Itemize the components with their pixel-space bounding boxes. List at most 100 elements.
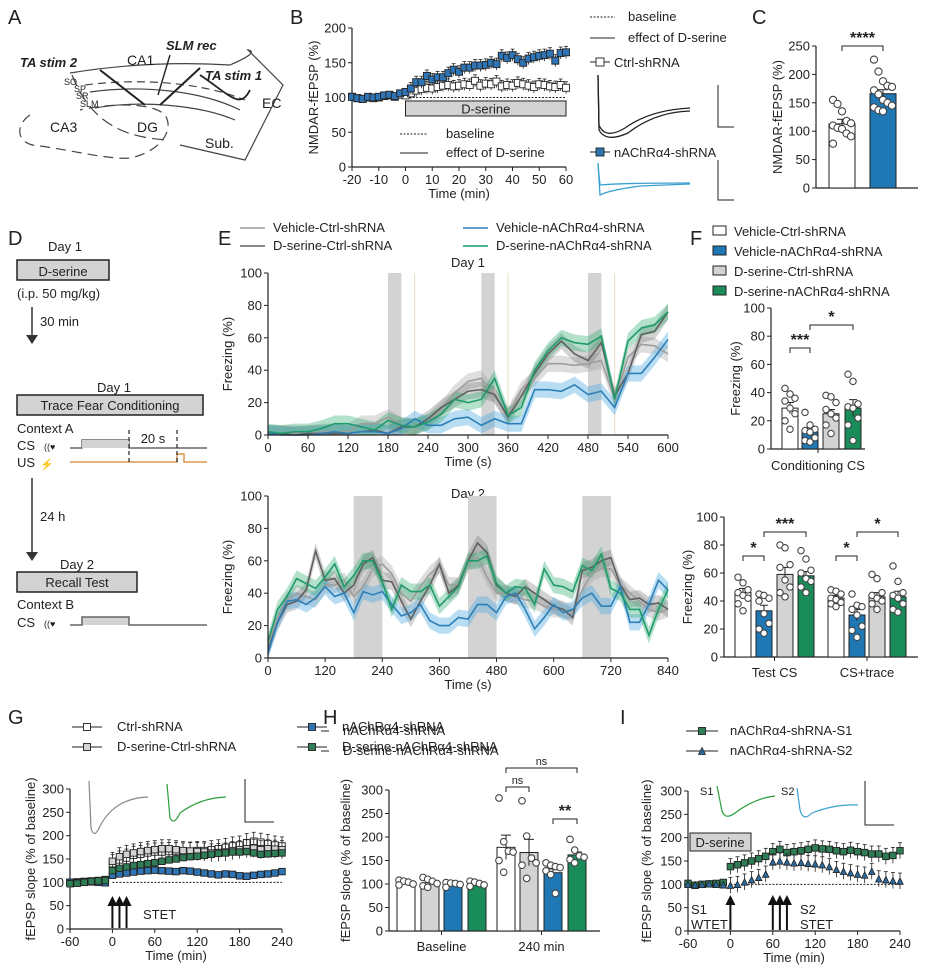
f-legend-swatch-2 xyxy=(712,265,727,276)
e-day2-y-tick-label: 80 xyxy=(248,521,262,536)
f-recall-group-label-0: Test CS xyxy=(752,665,798,680)
f-cond-dot xyxy=(801,408,809,417)
panel-b-point-nachr xyxy=(519,58,528,67)
i-dserine-box-label: D-serine xyxy=(695,835,744,850)
i-s2-protocol-label: STET xyxy=(800,917,833,932)
g-y-tick-label: 150 xyxy=(42,852,64,867)
f-recall-dot xyxy=(848,605,856,614)
f-cond-y-tick-label: 20 xyxy=(751,413,765,428)
g-x-tick-label: -60 xyxy=(61,934,80,949)
f-cond-sig-1-label: *** xyxy=(791,332,810,349)
h-dot xyxy=(480,881,488,889)
h-dot xyxy=(566,835,574,844)
e-day2-x-tick-label: 720 xyxy=(600,663,622,678)
i-point-series-0 xyxy=(889,851,897,860)
f-cond-dot xyxy=(806,428,814,436)
panel-label-H: H xyxy=(323,707,337,729)
d-cs-sound-icon: ((♥ xyxy=(44,442,55,452)
slm-rec-label: SLM rec xyxy=(166,38,217,53)
g-stim-label: STET xyxy=(143,907,176,922)
ec-outline xyxy=(69,49,284,161)
panel-c-y-axis-label: NMDAR-fEPSP (%) xyxy=(770,60,785,174)
e-day2-cs-window-1 xyxy=(468,496,497,658)
i-point-series-0 xyxy=(811,844,819,852)
h-dot xyxy=(570,846,579,855)
g-point-series-2 xyxy=(214,871,223,879)
f-recall-dot xyxy=(837,590,845,598)
g-stim-arrow-head-1 xyxy=(114,896,125,906)
panel-b-point-nachr xyxy=(417,78,426,87)
e-day2-y-tick-label: 100 xyxy=(240,489,262,504)
panel-c-dot xyxy=(887,82,897,92)
panel-b-y-tick-label: 200 xyxy=(324,21,346,36)
panel-b-y-tick-label: 100 xyxy=(324,90,346,105)
f-recall-dot xyxy=(776,563,784,572)
region-ec: EC xyxy=(262,95,281,111)
h-dot xyxy=(423,883,432,892)
nachr-scale-bar xyxy=(717,160,734,201)
d-tfc-box-label: Trace Fear Conditioning xyxy=(41,398,180,413)
i-point-series-1 xyxy=(783,857,791,866)
d-day2-label: Day 2 xyxy=(60,557,94,572)
e-day1-series-line-2 xyxy=(267,338,669,436)
g-point-series-2 xyxy=(228,870,237,879)
e-day1-y-tick-label: 20 xyxy=(248,395,262,410)
e-day1-x-tick-label: 540 xyxy=(617,440,639,455)
e-day2-x-tick-label: 240 xyxy=(371,663,393,678)
i-s1-arrow-head xyxy=(725,895,736,905)
g-point-series-2 xyxy=(144,866,152,875)
g-point-series-3 xyxy=(165,856,173,864)
f-recall-dot xyxy=(878,588,886,597)
h-dot xyxy=(551,889,560,898)
g-point-series-3 xyxy=(221,849,230,857)
panel-label-C: C xyxy=(752,7,766,29)
g-point-series-3 xyxy=(80,878,88,887)
g-point-series-2 xyxy=(250,871,258,880)
dg-dashed-outline xyxy=(19,104,169,159)
e-day1-series-line-3 xyxy=(267,311,669,435)
panel-c-y-tick-label: 250 xyxy=(788,39,810,54)
f-recall-dot xyxy=(899,600,907,608)
i-point-series-0 xyxy=(754,854,763,863)
g-nachr-trace xyxy=(166,783,227,822)
e-day1-y-tick-label: 0 xyxy=(255,428,262,443)
i-point-series-1 xyxy=(698,880,707,888)
i-x-tick-label: 60 xyxy=(766,936,780,951)
f-cond-sig-2-label: * xyxy=(828,309,835,326)
h-y-tick-label: 150 xyxy=(361,853,383,868)
i-y-tick-label: 100 xyxy=(660,877,682,892)
f-recall-dot xyxy=(760,609,768,618)
f-cond-y-tick-label: 0 xyxy=(758,442,765,457)
panel-c-dot xyxy=(874,67,883,76)
i-dserine-box xyxy=(689,832,752,852)
i-legend-label-1: nAChRα4-shRNA-S2 xyxy=(730,743,852,758)
i-point-series-0 xyxy=(747,857,756,865)
h-sig-3-label: ** xyxy=(559,803,572,820)
g-legend-label-3: D-serine-nAChRα4-shRNA xyxy=(342,739,498,754)
i-legend-label-0: nAChRα4-shRNA-S1 xyxy=(730,723,852,738)
e-day1-y-tick-label: 60 xyxy=(248,330,262,345)
g-point-series-3 xyxy=(228,848,237,856)
h-dot xyxy=(409,880,417,888)
f-cond-y-tick-label: 80 xyxy=(751,329,765,344)
d-us-label: US xyxy=(17,455,35,470)
f-cond-dot xyxy=(786,390,794,398)
h-dot xyxy=(456,880,464,889)
i-point-series-0 xyxy=(797,847,805,855)
i-x-tick-label: -60 xyxy=(679,936,698,951)
f-recall-dot xyxy=(832,602,840,611)
d-recall-box xyxy=(16,571,138,593)
d-arrow1-head xyxy=(26,335,38,344)
i-point-series-0 xyxy=(875,850,883,858)
panel-b-x-axis-label: Time (min) xyxy=(428,186,490,201)
f-cond-y-tick-label: 60 xyxy=(751,357,765,372)
h-bar xyxy=(467,883,487,932)
i-legend-marker-0 xyxy=(698,727,706,735)
g-legend-marker-0 xyxy=(83,723,91,731)
f-recall-dot xyxy=(786,583,794,591)
g-point-series-2 xyxy=(136,867,145,875)
i-point-series-0 xyxy=(776,845,784,854)
g-point-series-1 xyxy=(165,845,173,853)
i-x-tick-label: 0 xyxy=(727,936,734,951)
f-recall-y-axis-label: Freezing (%) xyxy=(680,550,695,624)
